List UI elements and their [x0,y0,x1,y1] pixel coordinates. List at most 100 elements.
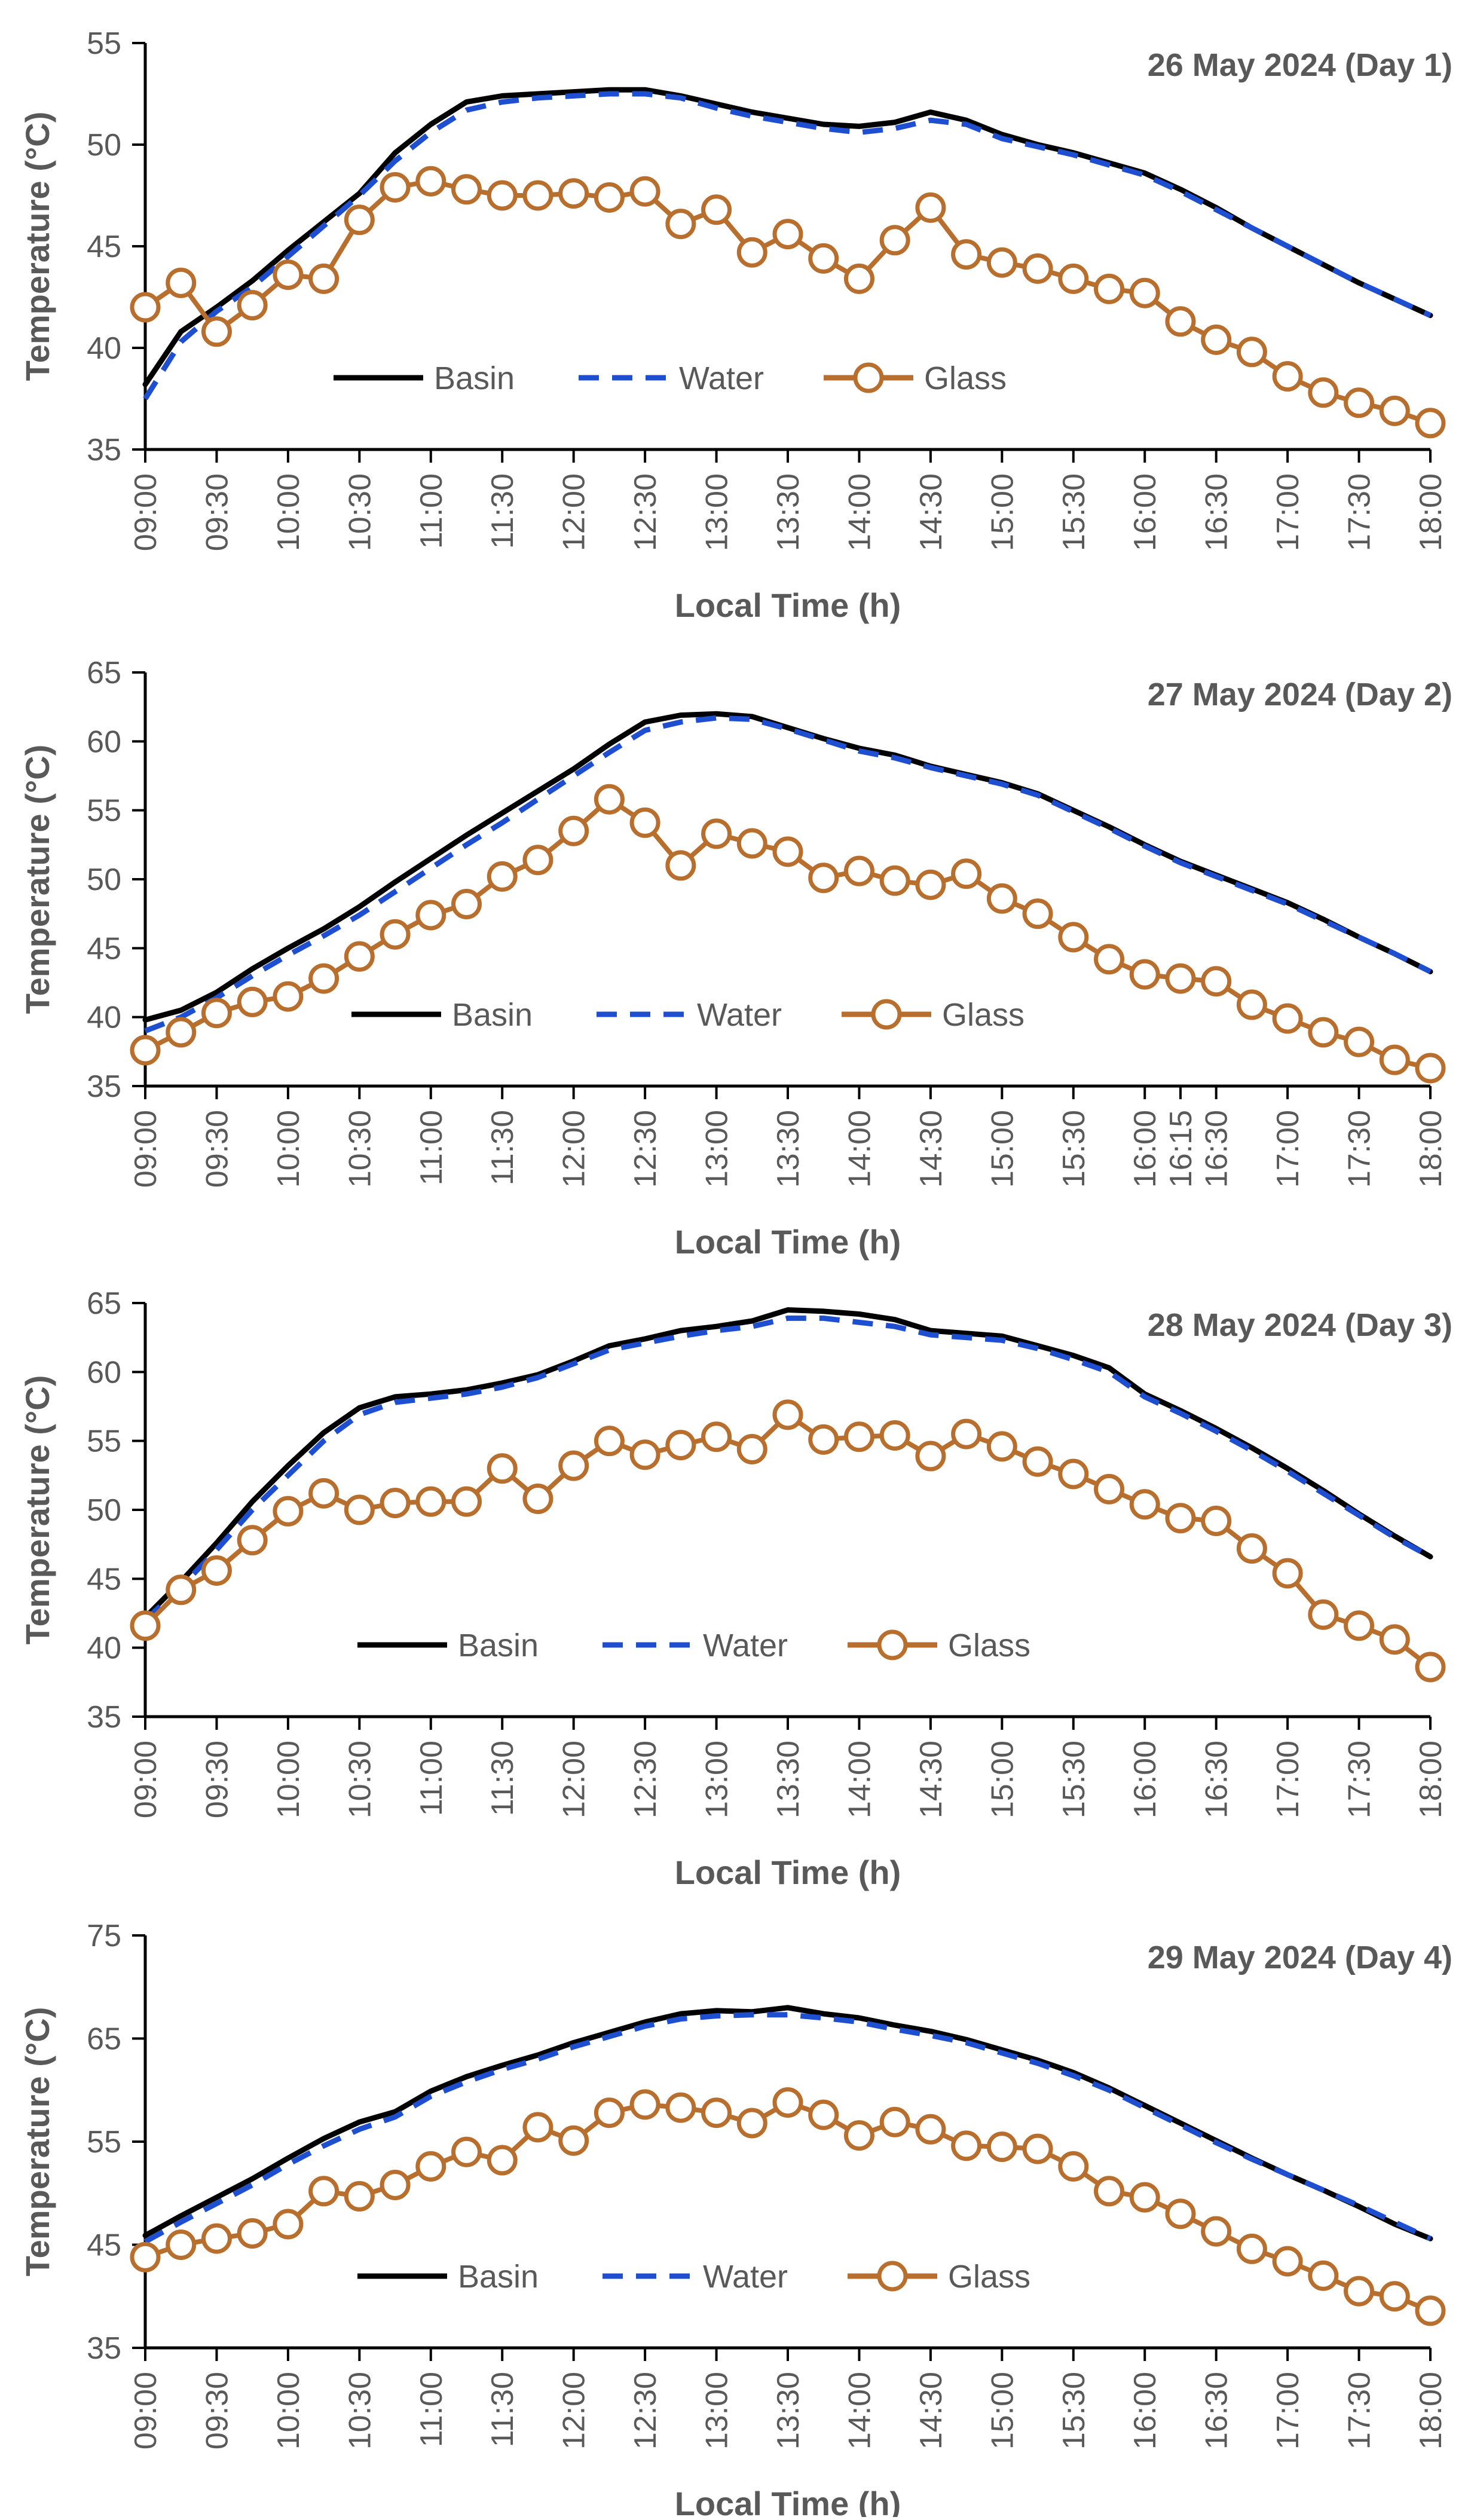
legend: Basin Water Glass [357,2259,1030,2295]
x-tick-label: 14:00 [842,473,877,551]
x-tick-label: 13:00 [700,2372,735,2449]
data-point-glass [843,2120,874,2151]
y-tick-label: 45 [87,230,121,264]
x-tick-label: 16:00 [1128,2372,1163,2449]
data-point-glass [1201,1505,1232,1536]
data-point-glass [1415,2295,1446,2326]
y-axis-title: Temperature (°C) [19,112,56,381]
x-tick-label: 17:30 [1342,473,1377,551]
data-point-glass [237,1525,268,1556]
data-point-glass [130,2241,161,2273]
data-point-glass [986,2131,1017,2163]
legend-item-basin: Basin [334,360,515,396]
x-tick-label: 10:00 [271,473,306,551]
y-tick-label: 55 [87,1424,121,1459]
data-point-glass [915,192,946,223]
x-tick-label: 11:00 [414,473,449,549]
y-tick-label: 60 [87,724,121,759]
data-point-glass [1094,1473,1124,1504]
series-water [143,1315,1432,1622]
data-point-glass [1236,337,1267,368]
y-tick-label: 55 [87,2125,121,2160]
data-point-glass [201,316,232,347]
y-tick-label: 40 [87,1001,121,1035]
series-line-basin [142,2005,1433,2241]
data-point-glass [1344,1026,1375,1057]
y-tick-label: 45 [87,931,121,966]
data-point-glass [1094,273,1124,304]
y-tick-label: 40 [87,331,121,366]
legend-label-water: Water [697,997,782,1033]
x-tick-label: 15:30 [1057,2372,1091,2449]
y-tick-label: 60 [87,1355,121,1390]
y-axis-title: Temperature (°C) [19,1375,56,1645]
legend-item-basin: Basin [351,997,533,1033]
data-point-glass [1236,989,1267,1020]
data-point-glass [130,292,161,323]
data-point-glass [344,2180,375,2212]
legend-item-water: Water [603,2259,788,2295]
x-tick-label: 14:30 [914,1110,949,1188]
data-point-glass [1129,277,1160,308]
data-point-glass [701,194,732,225]
y-tick-label: 55 [87,794,121,828]
data-point-glass [1308,1017,1339,1048]
data-point-glass [951,2130,982,2161]
x-tick-label: 10:00 [271,1741,306,1818]
data-point-glass [273,1496,304,1527]
chart-panel-day-4: 35 45 55 65 75 09:00 09:30 10:00 10:30 11:00 11:30… [19,1919,1452,2520]
data-point-glass [1094,944,1124,975]
data-point-glass [522,180,553,211]
data-point-glass [415,2151,447,2182]
x-tick-label: 12:00 [557,473,592,551]
x-tick-label: 16:30 [1200,1110,1234,1188]
series-line-water [143,91,1432,400]
series-glass [130,166,1446,439]
data-point-glass [951,858,982,889]
data-point-glass [451,889,482,920]
legend-item-glass: Glass [848,2259,1030,2295]
x-tick-label: 11:00 [414,1110,449,1185]
chart-panel-day-1: 35 40 45 50 55 09:00 09:30 10:00 10:30 11:00 11:30… [19,26,1452,624]
x-tick-label: 14:00 [842,1110,877,1188]
data-point-glass [344,941,375,972]
data-point-glass [808,863,839,894]
data-point-glass [1272,1558,1303,1589]
data-point-glass [1129,2182,1160,2213]
data-point-glass [201,1555,232,1586]
data-point-glass [451,1486,482,1517]
x-axis-title: Local Time (h) [675,1854,901,1891]
data-point-glass [1058,1458,1089,1490]
data-point-glass [1022,253,1053,284]
legend-item-glass: Glass [842,997,1024,1033]
x-tick-label: 15:00 [985,1110,1020,1188]
y-tick-label: 50 [87,1493,121,1528]
x-tick-label: 17:00 [1271,473,1305,551]
series-glass [130,2087,1446,2326]
data-point-glass [1344,2276,1375,2307]
x-tick-label: 17:00 [1271,1110,1305,1188]
data-point-glass [415,900,447,931]
data-point-glass [594,1426,625,1457]
data-point-glass [915,2114,946,2145]
legend-label-glass: Glass [942,997,1024,1033]
x-tick-label: 14:30 [914,1741,949,1818]
x-tick-label: 15:30 [1057,1741,1091,1818]
data-point-glass [736,2108,767,2139]
data-point-glass [344,204,375,236]
data-point-glass [629,2089,660,2120]
legend-label-water: Water [703,1628,788,1663]
data-point-glass [736,1434,767,1465]
data-point-glass [772,219,803,250]
x-tick-label: 09:00 [129,2372,163,2449]
data-point-glass [1236,2233,1267,2264]
legend-item-basin: Basin [357,2259,539,2295]
y-tick-label: 35 [87,1069,121,1104]
x-tick-label: 13:00 [700,1741,735,1818]
legend-item-glass: Glass [848,1628,1030,1663]
panel-title: 26 May 2024 (Day 1) [1148,47,1452,83]
data-point-glass [808,243,839,274]
data-point-glass [1272,361,1303,392]
y-tick-label: 45 [87,1562,121,1597]
y-axis-title: Temperature (°C) [19,2007,56,2277]
